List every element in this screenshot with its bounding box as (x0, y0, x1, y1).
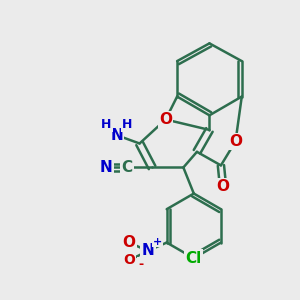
Text: O: O (123, 253, 135, 267)
Text: N: N (110, 128, 123, 142)
Text: O: O (159, 112, 172, 127)
Text: O: O (229, 134, 242, 149)
Text: Cl: Cl (186, 251, 202, 266)
Text: +: + (153, 236, 162, 247)
Text: O: O (123, 235, 136, 250)
Text: H: H (101, 118, 112, 131)
Text: C: C (122, 160, 133, 175)
Text: N: N (142, 243, 154, 258)
Text: O: O (217, 179, 230, 194)
Text: -: - (138, 258, 143, 271)
Text: H: H (122, 118, 132, 131)
Text: N: N (100, 160, 112, 175)
